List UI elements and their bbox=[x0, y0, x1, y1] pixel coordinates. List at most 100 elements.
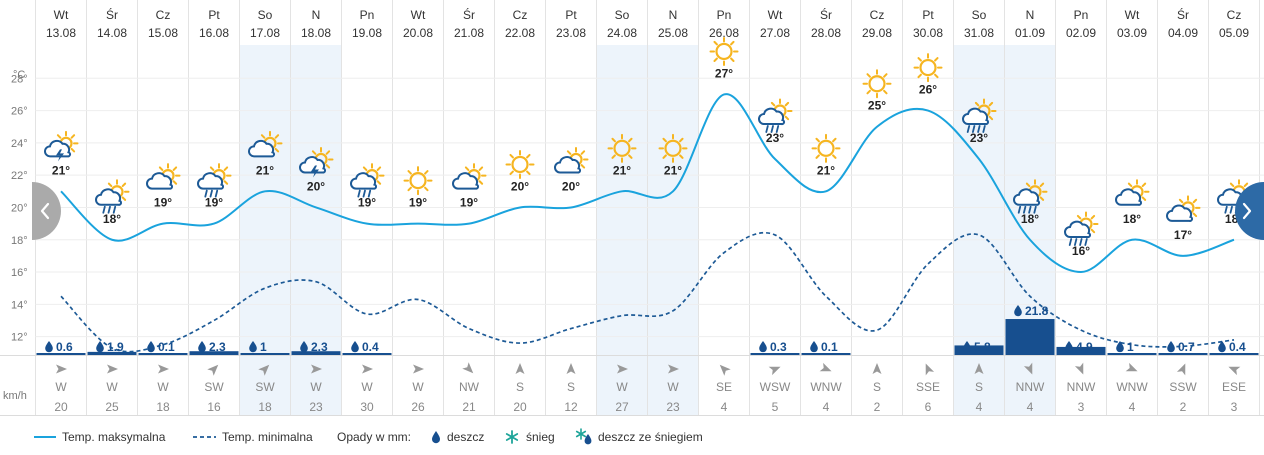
y-tick-label: 24° bbox=[11, 138, 28, 150]
precip-value: 2.3 bbox=[209, 340, 226, 354]
rain-streak bbox=[362, 189, 366, 198]
sun-ray bbox=[611, 154, 616, 159]
day-name: Pt bbox=[208, 8, 220, 22]
sun-ray bbox=[611, 137, 616, 143]
wind-arrow-shape bbox=[566, 363, 576, 374]
rain-drop-icon bbox=[96, 341, 104, 353]
sun-ray bbox=[464, 166, 470, 171]
sun-ray bbox=[934, 57, 939, 62]
sun-ray bbox=[1127, 182, 1133, 188]
sun-ray bbox=[628, 154, 633, 159]
cloud-shape bbox=[350, 172, 377, 190]
next-button[interactable] bbox=[1235, 182, 1264, 240]
day-name: Pt bbox=[922, 8, 934, 22]
wind-direction: SSW bbox=[1169, 380, 1197, 394]
sun-ray bbox=[662, 137, 667, 143]
wind-arrow-shape bbox=[719, 364, 731, 376]
wind-speed: 23 bbox=[309, 400, 323, 414]
max-temp-line bbox=[60, 93, 1235, 274]
day-name: Śr bbox=[1177, 7, 1189, 22]
precip-labels: 0.6 1.9 0.1 2.3 1 2.3 0.4 0.3 0.1 5.8 21.8 4.9 1 0.7 0… bbox=[45, 304, 1246, 354]
day-name: N bbox=[1026, 8, 1035, 22]
wind-arrow-shape bbox=[207, 364, 219, 376]
sun-shape bbox=[658, 133, 688, 163]
sun-ray bbox=[1090, 228, 1096, 234]
day-name: N bbox=[312, 8, 321, 22]
sun-cloud-icon bbox=[452, 163, 487, 190]
sun-disc bbox=[868, 75, 886, 93]
legend-max-label: Temp. maksymalna bbox=[62, 430, 166, 444]
wind-speed: 18 bbox=[156, 400, 170, 414]
precip-bars bbox=[36, 319, 1259, 355]
weather-icons bbox=[44, 36, 1252, 246]
wind-direction: SW bbox=[204, 380, 224, 394]
day-date: 28.08 bbox=[811, 26, 841, 40]
sun-ray bbox=[274, 134, 280, 139]
rain-streak bbox=[1084, 238, 1088, 246]
sun-shape bbox=[811, 133, 841, 163]
day-name: Pt bbox=[565, 8, 577, 22]
weekend-column bbox=[290, 45, 342, 415]
chevron-left-icon bbox=[40, 202, 50, 220]
day-name: Śr bbox=[820, 7, 832, 22]
wind-direction: S bbox=[873, 380, 881, 394]
wind-arrow-shape bbox=[1228, 366, 1241, 376]
sun-ray bbox=[815, 137, 820, 143]
precip-bar bbox=[138, 353, 188, 355]
wind-arrow-icon bbox=[462, 362, 474, 374]
wind-direction: W bbox=[310, 380, 322, 394]
sun-cloud-rain-icon bbox=[350, 163, 385, 198]
max-temp-label: 18° bbox=[103, 212, 121, 226]
day-date: 19.08 bbox=[352, 26, 382, 40]
sun-ray bbox=[509, 153, 514, 159]
sun-ray bbox=[526, 153, 531, 159]
rain-drop-icon bbox=[963, 341, 971, 353]
rain-streak bbox=[775, 125, 780, 133]
max-temp-label: 21° bbox=[613, 163, 631, 177]
legend: Temp. maksymalna Temp. minimalna Opady w… bbox=[34, 428, 703, 445]
sun-ray bbox=[274, 147, 280, 153]
day-date: 13.08 bbox=[46, 26, 76, 40]
sun-ray bbox=[223, 166, 229, 171]
temperature-lines bbox=[60, 93, 1235, 353]
y-tick-label: 26° bbox=[11, 106, 28, 118]
sun-icon bbox=[913, 53, 943, 83]
legend-rain-label: deszcz bbox=[447, 430, 484, 444]
cloud-shape bbox=[146, 172, 173, 190]
sun-ray bbox=[311, 150, 317, 155]
prev-button-bg bbox=[32, 182, 61, 240]
day-date: 26.08 bbox=[709, 26, 739, 40]
day-name: Pn bbox=[360, 8, 375, 22]
precip-bar bbox=[87, 351, 137, 355]
sun-disc bbox=[919, 58, 937, 77]
wind-arrow-icon bbox=[1125, 362, 1138, 372]
sun-ray bbox=[107, 182, 113, 188]
sun-ray bbox=[679, 154, 684, 159]
max-temp-label: 20° bbox=[562, 179, 580, 193]
max-temp-label: 19° bbox=[154, 196, 172, 210]
wind-speed: 30 bbox=[360, 400, 374, 414]
sun-ray bbox=[566, 150, 572, 155]
cloud-shape bbox=[1013, 188, 1040, 206]
rain-drop-icon bbox=[1167, 341, 1175, 353]
sun-shape bbox=[607, 133, 637, 163]
rain-drop-icon bbox=[1218, 341, 1226, 353]
sun-ray bbox=[883, 89, 888, 95]
wind-direction: SSE bbox=[916, 380, 940, 394]
prev-button[interactable] bbox=[32, 182, 61, 240]
sun-ray bbox=[883, 73, 888, 78]
sun-ray bbox=[580, 150, 586, 155]
cloud-shape bbox=[248, 139, 275, 158]
max-temp-label: 21° bbox=[256, 163, 274, 177]
wind-arrow-shape bbox=[768, 366, 781, 376]
wind-speed: 3 bbox=[1231, 400, 1238, 414]
wind-arrow-icon bbox=[617, 364, 628, 374]
precip-bar bbox=[801, 353, 851, 355]
sun-disc bbox=[715, 42, 733, 61]
sun-ray bbox=[917, 57, 922, 62]
wind-speed: 23 bbox=[666, 400, 680, 414]
wind-speed: 4 bbox=[1027, 400, 1034, 414]
sun-ray bbox=[974, 101, 980, 107]
weekend-column bbox=[239, 45, 291, 415]
rain-streak bbox=[209, 189, 213, 198]
